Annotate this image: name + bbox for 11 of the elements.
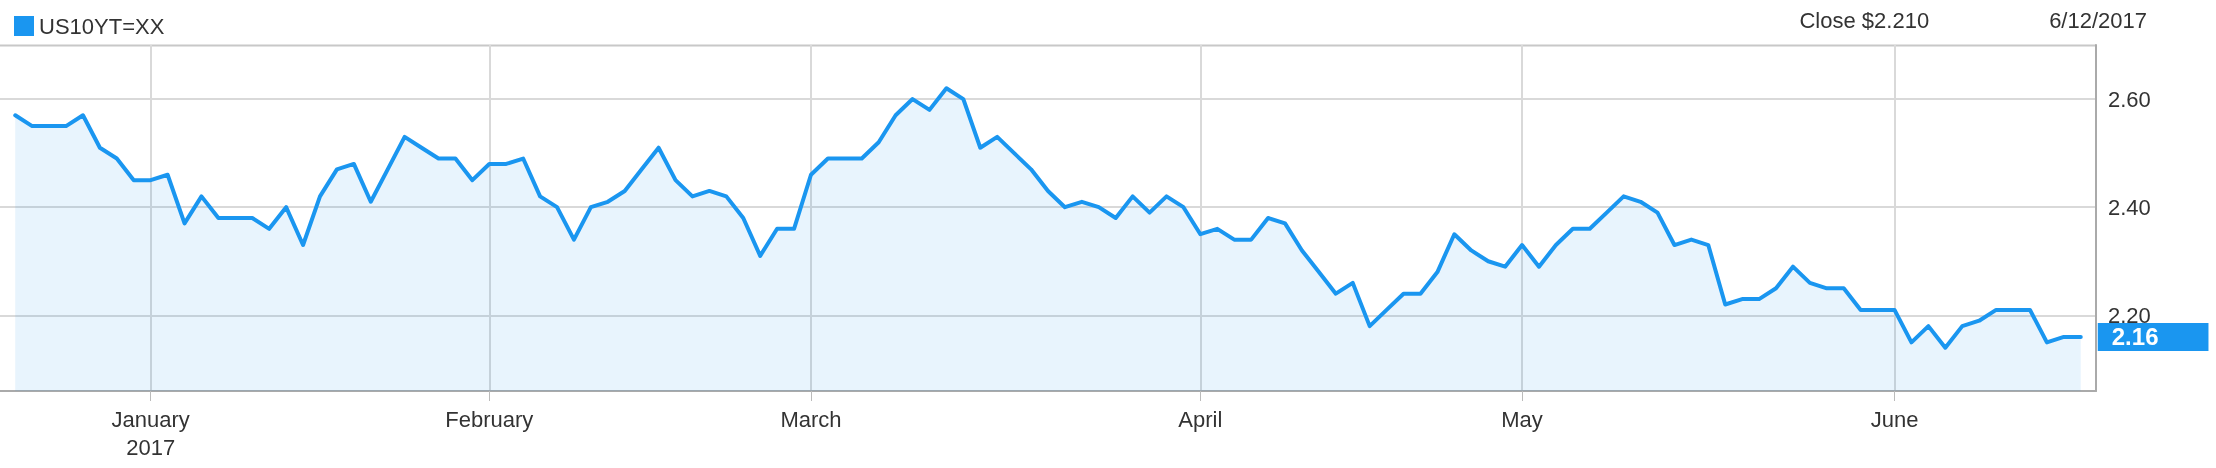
text: Close $2.210	[1799, 8, 1930, 34]
x-tick-label: February	[445, 406, 534, 432]
text: 6/12/2017	[2049, 8, 2147, 34]
y-tick-label: 2.40	[2108, 194, 2151, 220]
x-tick-label: March	[780, 406, 842, 432]
legend-label: US10YT=XX	[39, 13, 165, 39]
y-tick-label: 2.60	[2108, 86, 2151, 112]
x-tick-label: May	[1501, 406, 1543, 432]
x-tick-label: June	[1870, 406, 1919, 432]
x-tick-label: April	[1178, 406, 1223, 432]
x-tick-label: January 2017	[111, 406, 190, 460]
